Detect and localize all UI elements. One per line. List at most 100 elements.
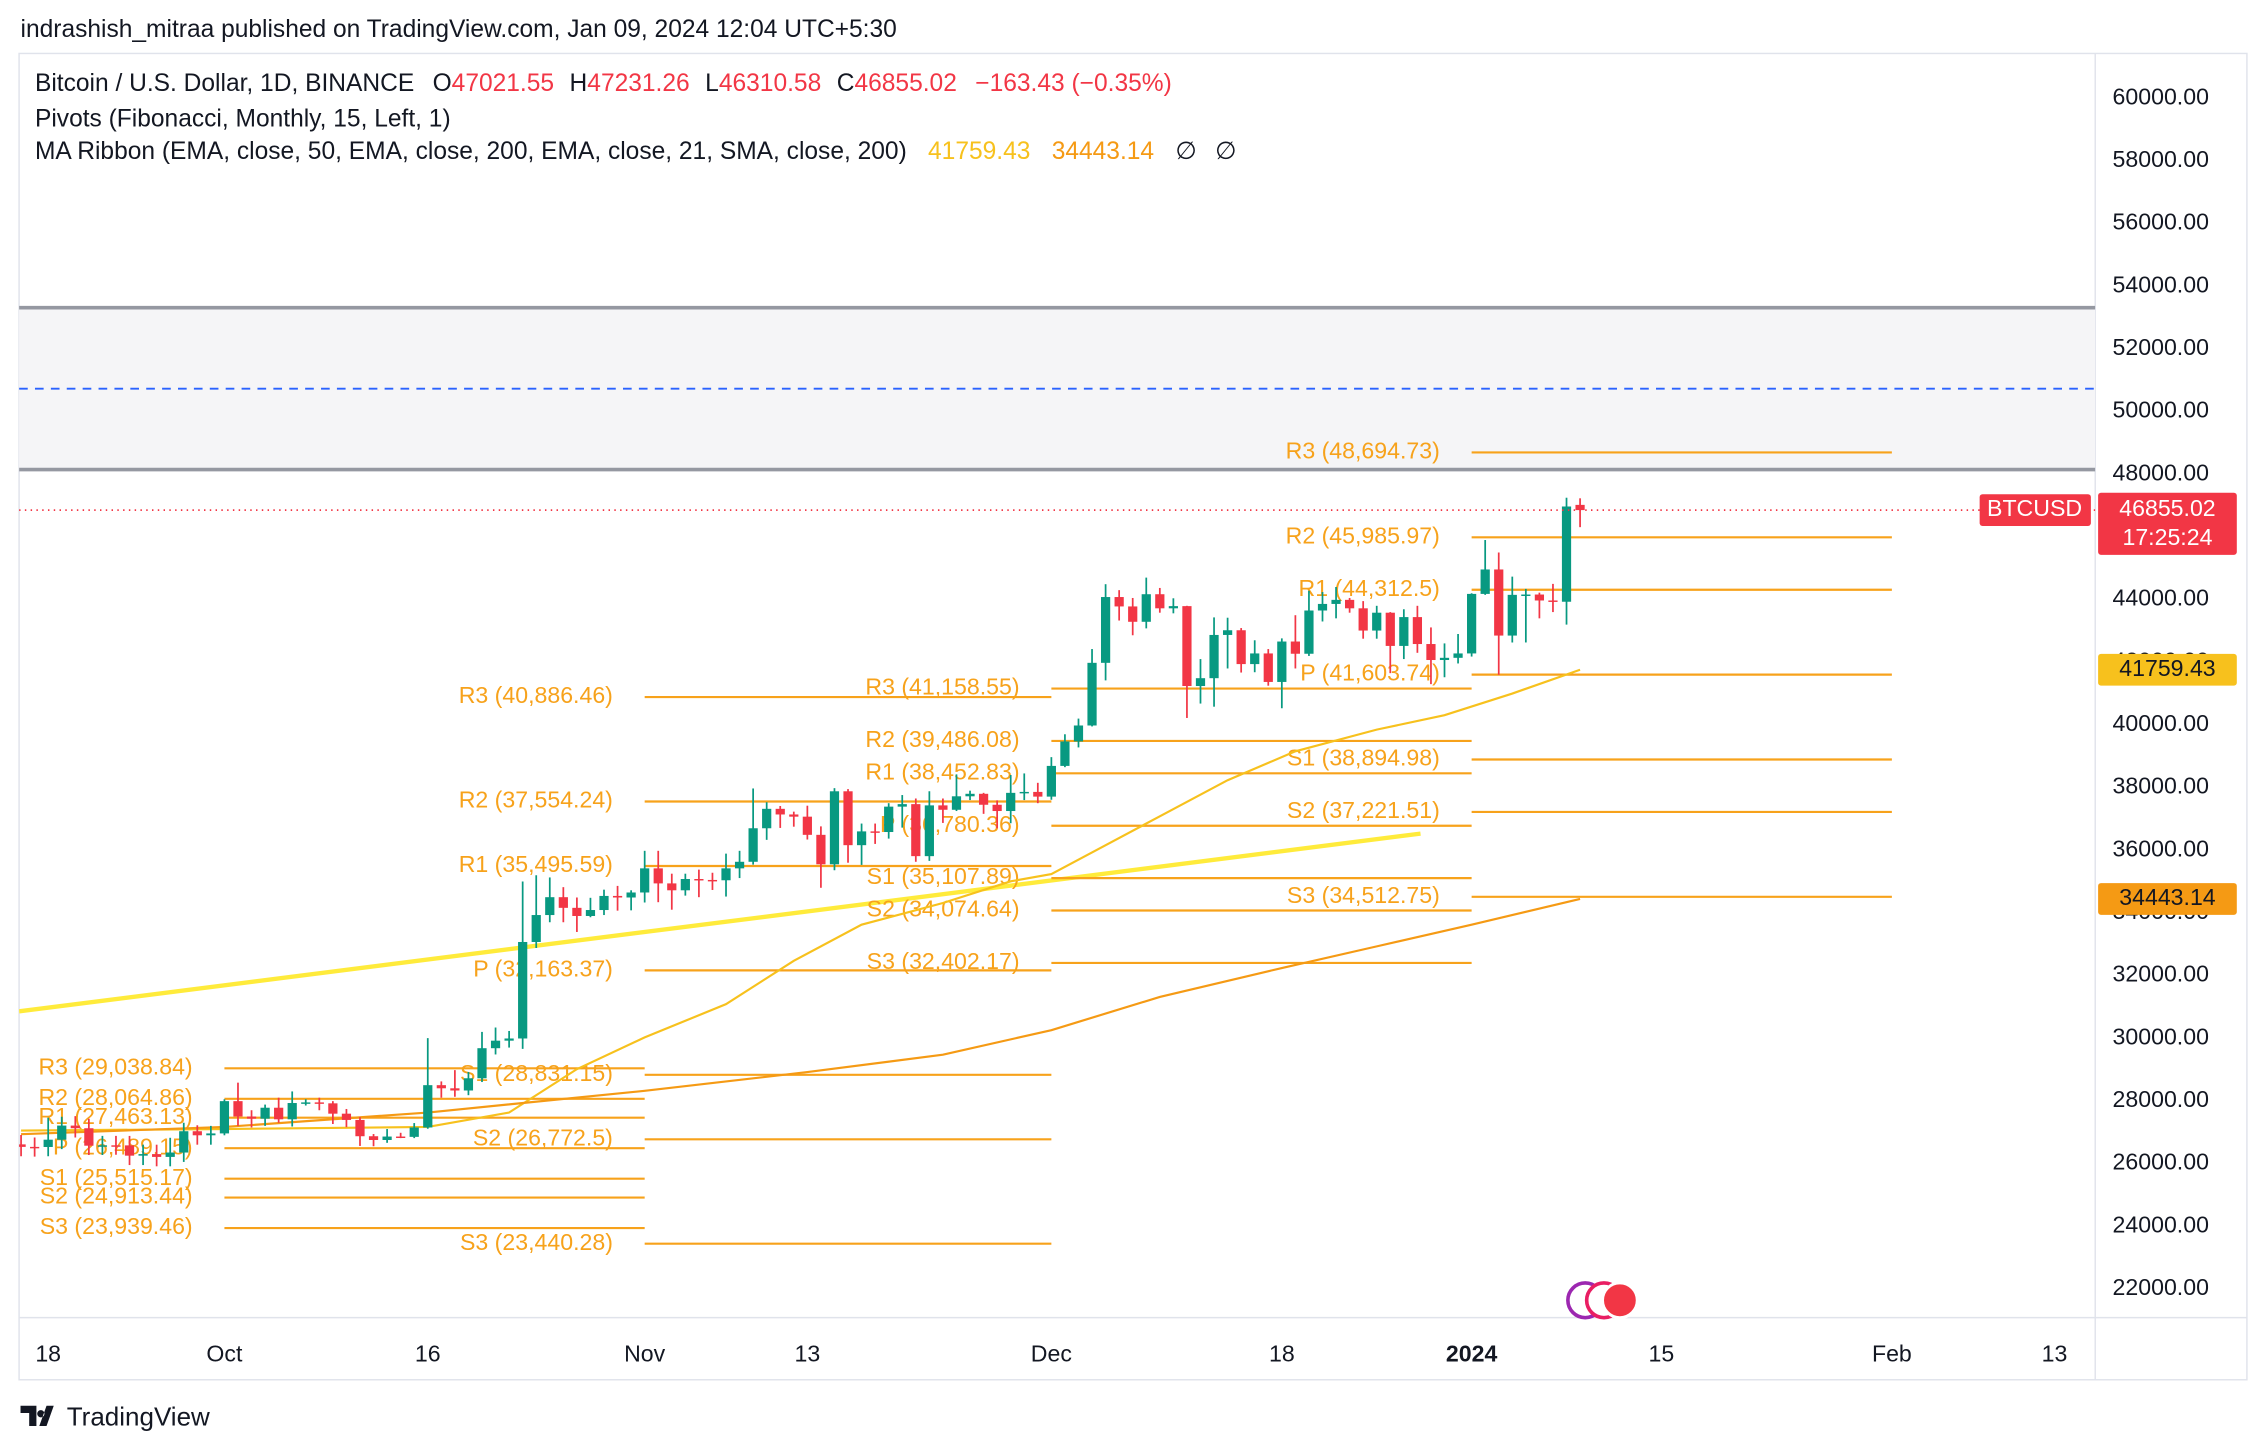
candle-body <box>870 831 880 833</box>
y-tick-label: 54000.00 <box>2113 271 2209 297</box>
candle-body <box>1439 657 1450 661</box>
candle-body <box>1385 612 1395 646</box>
price-box <box>2098 492 2237 555</box>
icon <box>1601 1281 1639 1320</box>
legend-symbol: Bitcoin / U.S. Dollar, 1D, BINANCE <box>35 71 414 98</box>
x-tick-label: 15 <box>1649 1340 1675 1366</box>
candle-body <box>1087 662 1097 726</box>
candle-body <box>992 804 1002 812</box>
candle-body <box>965 793 975 797</box>
candle-body <box>1033 791 1043 797</box>
candle-body <box>1100 597 1111 663</box>
pivot-label: P (32,163.37) <box>473 955 613 981</box>
candle-body <box>1412 617 1423 645</box>
candle-body <box>721 868 731 881</box>
candle-body <box>897 804 907 807</box>
y-tick-label: 44000.00 <box>2113 585 2209 611</box>
brand-name: TradingView <box>67 1402 210 1432</box>
candle-body <box>640 868 650 893</box>
candle-body <box>626 892 636 898</box>
candle-body <box>463 1078 474 1091</box>
drawings <box>19 305 2096 1014</box>
candle-body <box>789 814 799 817</box>
ma-line <box>21 668 1581 1132</box>
candle-body <box>1358 608 1368 631</box>
candle-body <box>1467 593 1477 654</box>
legend-high: 47231.26 <box>587 71 689 98</box>
y-tick-label: 38000.00 <box>2113 773 2209 799</box>
candle-body <box>1534 594 1545 601</box>
candle-body <box>165 1152 175 1157</box>
candle-body <box>680 879 690 891</box>
candle-body <box>653 868 663 884</box>
trend-line <box>19 831 1421 1014</box>
candle-body <box>707 879 718 882</box>
pivot-label: R3 (29,038.84) <box>38 1053 192 1079</box>
candle-body <box>734 861 745 869</box>
candle-body <box>884 806 894 833</box>
x-tick-label: Nov <box>624 1340 666 1366</box>
candle-body <box>192 1131 202 1136</box>
candle-body <box>233 1101 243 1117</box>
candle-body <box>1575 504 1585 511</box>
candle-body <box>1155 594 1165 609</box>
brand: TradingView <box>20 1402 210 1432</box>
pivot-label: R3 (41,158.55) <box>865 674 1019 700</box>
candle-body <box>450 1088 460 1091</box>
candle-body <box>124 1145 135 1156</box>
candle-body <box>423 1085 433 1128</box>
candle-body <box>518 941 528 1039</box>
candle-body <box>179 1131 189 1153</box>
y-tick-label: 32000.00 <box>2113 961 2209 987</box>
x-tick-label: 18 <box>1269 1340 1295 1366</box>
candle-body <box>1494 569 1504 636</box>
y-tick-label: 48000.00 <box>2113 459 2209 485</box>
candle-body <box>531 915 541 942</box>
candle-body <box>152 1154 162 1157</box>
countdown-label: 17:25:24 <box>2122 524 2212 550</box>
y-tick-label: 24000.00 <box>2113 1211 2209 1237</box>
legend-prefix: C <box>837 71 855 98</box>
candle-body <box>19 1144 26 1147</box>
candle-body <box>219 1101 230 1134</box>
candle-body <box>1548 600 1558 602</box>
exchange-icons <box>1566 1281 1639 1320</box>
candle-body <box>1317 603 1328 611</box>
candle-body <box>748 828 758 862</box>
candle-body <box>585 910 596 916</box>
candle-body <box>1399 617 1409 646</box>
candle-body <box>1480 569 1490 594</box>
candle-body <box>1561 506 1572 602</box>
candle-body <box>382 1136 392 1140</box>
publisher: indrashish_mitraa published on TradingVi… <box>21 16 897 43</box>
candle-body <box>1453 653 1463 658</box>
candle-body <box>246 1116 257 1119</box>
pivot-label: R1 (44,312.5) <box>1299 575 1440 601</box>
candle-body <box>436 1085 446 1089</box>
x-tick-label: 13 <box>794 1340 820 1366</box>
legend-ma-empty: ∅ <box>1175 139 1196 166</box>
legend-ma-value: 34443.14 <box>1052 139 1154 166</box>
candle-body <box>314 1102 324 1104</box>
candle-body <box>829 791 840 865</box>
candle-body <box>396 1136 406 1138</box>
candle-body <box>1304 610 1314 654</box>
candle-body <box>1290 641 1300 654</box>
candle-body <box>1060 741 1070 766</box>
legend-pivots: Pivots (Fibonacci, Monthly, 15, Left, 1) <box>35 105 451 132</box>
candle-body <box>260 1107 270 1119</box>
ma-price-box <box>2098 883 2237 915</box>
candle-body <box>612 895 623 898</box>
pivot-label: S1 (25,515.17) <box>40 1164 193 1190</box>
symbol-label: BTCUSD <box>1987 495 2082 521</box>
y-tick-label: 30000.00 <box>2113 1023 2209 1049</box>
ma-price-label: 34443.14 <box>2119 884 2216 910</box>
candle-body <box>762 808 772 829</box>
pivot-label: S3 (34,512.75) <box>1287 882 1440 908</box>
axes: 22000.00 24000.00 26000.00 28000.00 30000.00… <box>35 83 2237 1366</box>
candle-body <box>572 907 582 916</box>
candle-body <box>1507 594 1517 636</box>
candle-body <box>558 897 568 908</box>
frame <box>18 52 2248 1381</box>
